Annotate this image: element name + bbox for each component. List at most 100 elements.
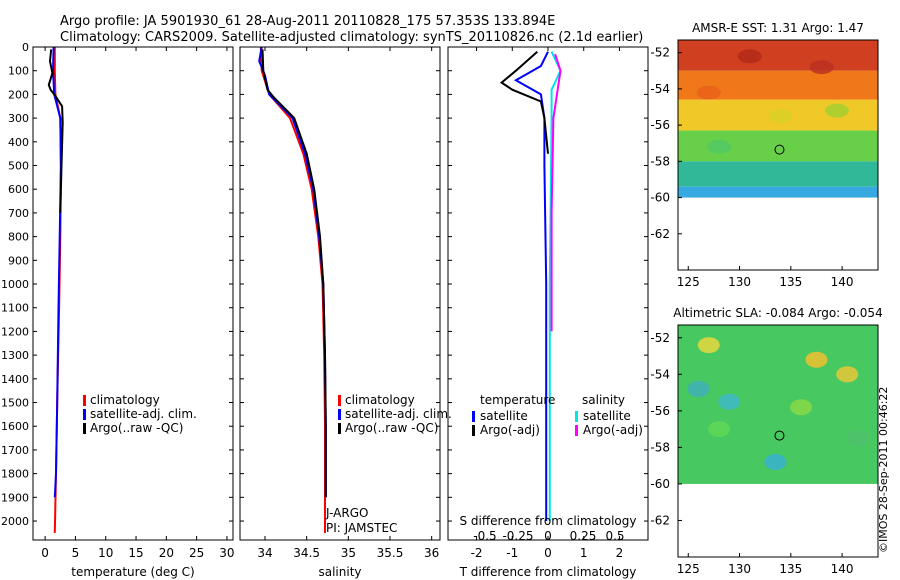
map-field-patch (836, 366, 859, 383)
x-axis-label: temperature (deg C) (71, 565, 194, 579)
legend-swatch (83, 395, 86, 406)
map-x-tick-label: 140 (831, 562, 854, 576)
map-y-tick-label: -62 (650, 513, 670, 527)
series-line-satellite-adj-clim- (51, 46, 62, 498)
map-y-tick-label: -56 (650, 404, 670, 418)
legend-swatch (338, 409, 341, 420)
map-x-tick-label: 130 (728, 562, 751, 576)
legend-header-salinity: salinity (582, 393, 625, 407)
x-axis-label-secondary: S difference from climatology (460, 514, 637, 528)
map-y-tick-label: -58 (650, 154, 670, 168)
legend-swatch (338, 423, 341, 434)
x-axis-label: salinity (318, 565, 361, 579)
legend-label: Argo(..raw -QC) (345, 421, 438, 435)
map-field-patch (846, 430, 869, 447)
map-field-patch (768, 109, 793, 124)
series-line-temperature-argo-adj- (499, 50, 549, 154)
legend-label: Argo(-adj) (583, 423, 643, 437)
legend-label: Argo(-adj) (480, 423, 540, 437)
y-tick-label: 2000 (1, 515, 29, 528)
annotation-label: PI: JAMSTEC (326, 521, 397, 535)
map-title: Altimetric SLA: -0.084 Argo: -0.054 (673, 306, 882, 320)
map-field-patch (708, 421, 731, 438)
x-tick-label: 34 (257, 546, 272, 560)
map-y-tick-label: -56 (650, 118, 670, 132)
y-tick-label: 1000 (1, 278, 29, 291)
y-tick-label: 1300 (1, 349, 29, 362)
legend-label: satellite (480, 409, 528, 423)
y-tick-label: 1100 (1, 302, 29, 315)
x-tick-label: 30 (219, 546, 234, 560)
x-tick-label: 1 (580, 546, 588, 560)
y-tick-label: 600 (8, 183, 29, 196)
y-tick-label: 500 (8, 160, 29, 173)
map-field-patch (697, 337, 720, 354)
x-tick-label: 36 (424, 546, 439, 560)
y-tick-label: 1200 (1, 325, 29, 338)
series-line-temperature-satellite (513, 51, 549, 521)
x-tick-label: 0 (544, 546, 552, 560)
y-tick-label: 1700 (1, 444, 29, 457)
map-frame (677, 39, 879, 271)
map-y-tick-label: -54 (650, 82, 670, 96)
map-x-tick-label: 135 (779, 275, 802, 289)
map-field-patch (707, 139, 732, 154)
x-tick-label: -2 (471, 546, 483, 560)
y-tick-label: 200 (8, 88, 29, 101)
x-tick-label: 25 (189, 546, 204, 560)
x-tick-label: 2 (616, 546, 624, 560)
map-field-band (678, 40, 878, 71)
y-tick-label: 0 (22, 41, 29, 54)
y-tick-label: 800 (8, 231, 29, 244)
map-field-patch (718, 393, 741, 410)
y-tick-label: 1600 (1, 420, 29, 433)
map-field-patch (824, 103, 849, 118)
x-tick-label: 20 (159, 546, 174, 560)
map-field-patch (737, 49, 762, 64)
legend-swatch (83, 409, 86, 420)
map-y-tick-label: -52 (650, 46, 670, 60)
map-x-tick-label: 130 (728, 275, 751, 289)
legend-swatch (575, 411, 578, 422)
map-field-band (678, 161, 878, 187)
map-field-patch (790, 399, 813, 416)
map-field-patch (687, 380, 710, 397)
map-x-tick-label: 135 (779, 562, 802, 576)
y-tick-label: 1500 (1, 397, 29, 410)
x-tick-label: 34.5 (293, 546, 320, 560)
y-tick-label: 400 (8, 136, 29, 149)
map-field-patch (809, 60, 834, 75)
annotation-label: J-ARGO (325, 506, 368, 520)
series-line-salinity-argo-adj- (550, 53, 562, 332)
x-tick-label: 0 (41, 546, 49, 560)
map-x-tick-label: 125 (677, 562, 700, 576)
y-tick-label: 1800 (1, 468, 29, 481)
series-line-argo-raw-qc- (261, 49, 327, 498)
map-x-tick-label: 140 (831, 275, 854, 289)
legend-swatch (83, 423, 86, 434)
x2-tick-label: -0.25 (502, 529, 533, 543)
legend-label: satellite-adj. clim. (90, 407, 197, 421)
legend-swatch (338, 395, 341, 406)
x-tick-label: 10 (98, 546, 113, 560)
y-tick-label: 100 (8, 65, 29, 78)
y-tick-label: 1900 (1, 491, 29, 504)
plot-frame (447, 46, 649, 541)
legend-header-temperature: temperature (480, 393, 555, 407)
map-x-tick-label: 125 (677, 275, 700, 289)
float-position-marker (774, 144, 785, 155)
map-y-tick-label: -60 (650, 477, 670, 491)
x-tick-label: 35 (341, 546, 356, 560)
legend-label: climatology (90, 393, 160, 407)
legend-swatch (472, 425, 475, 436)
title-line-1: Argo profile: JA 5901930_61 28-Aug-2011 … (60, 14, 556, 29)
map-field-patch (805, 351, 828, 368)
x-axis-label: T difference from climatology (459, 565, 637, 579)
legend-label: Argo(..raw -QC) (90, 421, 183, 435)
legend-swatch (472, 411, 475, 422)
map-frame (677, 324, 879, 558)
x-tick-label: 35.5 (377, 546, 404, 560)
title-line-2: Climatology: CARS2009. Satellite-adjuste… (60, 30, 644, 45)
legend-swatch (575, 425, 578, 436)
